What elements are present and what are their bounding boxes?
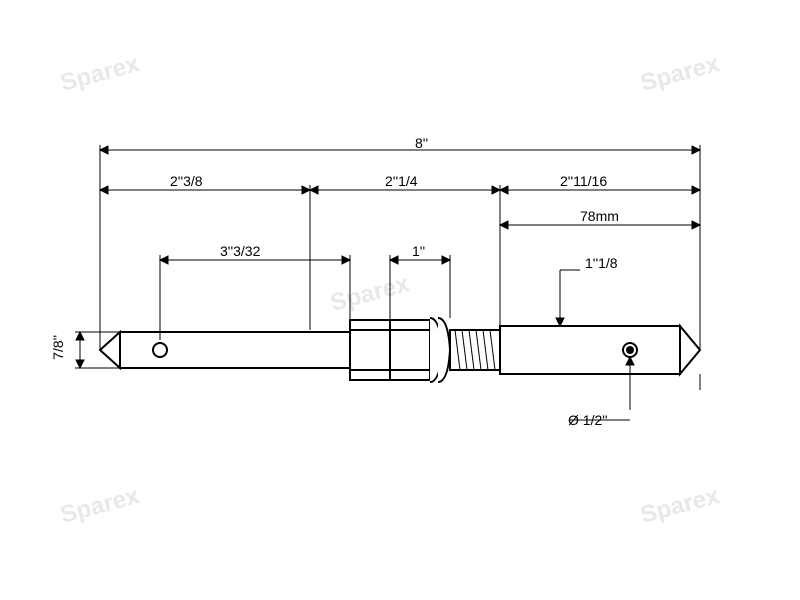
dim-left-shaft: 3''3/32 — [220, 243, 260, 259]
dim-left-dia: 7/8'' — [50, 335, 66, 360]
dim-right-mm: 78mm — [580, 208, 619, 224]
dim-overall-length: 8'' — [415, 135, 428, 151]
dim-right-section: 2''11/16 — [560, 173, 607, 189]
dim-right-dia: 1''1/8 — [585, 255, 618, 271]
dim-nut-width: 1'' — [412, 243, 425, 259]
dim-hole-dia: Ø 1/2'' — [568, 412, 608, 428]
dim-left-section: 2''3/8 — [170, 173, 203, 189]
engineering-diagram: 8'' 2''3/8 2''1/4 2''11/16 78mm 3''3/32 … — [0, 0, 800, 600]
dim-mid-section: 2''1/4 — [385, 173, 418, 189]
pin-drawing — [0, 0, 800, 600]
